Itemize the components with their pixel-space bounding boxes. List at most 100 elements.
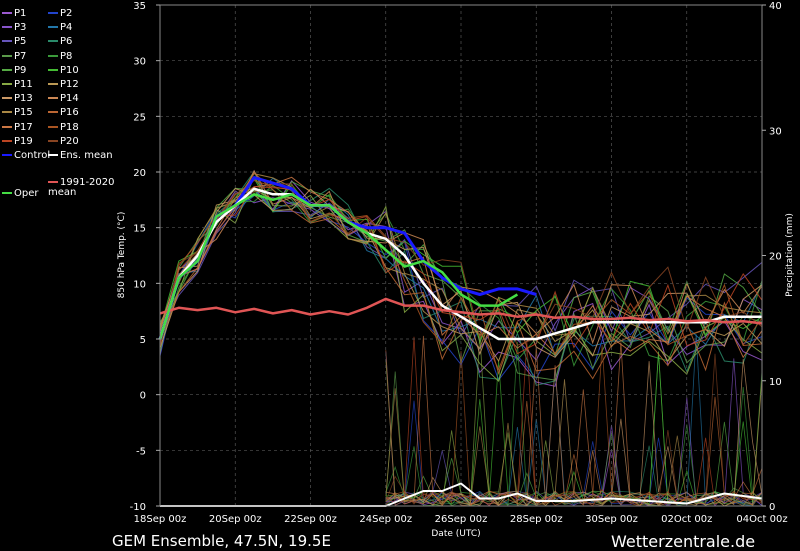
legend-swatch [2, 68, 12, 71]
legend-swatch [48, 26, 58, 29]
legend-label: P19 [14, 135, 33, 147]
y-tick-label: 15 [133, 224, 146, 235]
legend-swatch [2, 40, 12, 43]
y-tick-label: 0 [140, 391, 146, 402]
y-axis-title: 850 hPa Temp. (°C) [117, 212, 127, 299]
legend-item: P8 [48, 51, 72, 63]
legend-item: P3 [2, 22, 26, 34]
legend-swatch [2, 26, 12, 29]
1991-2020-mean-line [159, 297, 763, 325]
legend-label: P17 [14, 121, 33, 133]
y-tick-label: 35 [133, 1, 146, 12]
member-temp-line [159, 189, 763, 363]
member-precip-line [385, 335, 763, 507]
y-tick-label: 30 [133, 57, 146, 68]
legend-label: 1991-2020 mean [48, 177, 115, 198]
y-tick-label: -10 [130, 502, 146, 513]
x-tick-label: 26Sep 00z [435, 514, 488, 525]
legend-item: P1 [2, 8, 26, 20]
legend-item: P16 [48, 107, 79, 119]
legend-swatch [48, 97, 58, 100]
legend-swatch [48, 83, 58, 85]
legend-item: P13 [2, 93, 33, 105]
legend-swatch [48, 54, 58, 57]
legend-item: P19 [2, 136, 33, 148]
legend-item: P20 [48, 136, 79, 148]
member-precip-line [385, 351, 763, 506]
x-tick-label: 24Sep 00z [359, 514, 412, 525]
y-tick-label: 20 [133, 168, 146, 179]
member-precip-line [385, 336, 763, 507]
legend-item: P4 [48, 22, 72, 34]
legend-item: P15 [2, 107, 33, 119]
oper-line [158, 193, 519, 340]
legend-label: P3 [14, 22, 27, 34]
legend-item: P7 [2, 51, 26, 63]
x-axis-title: Date (UTC) [431, 529, 480, 539]
x-tick-label: 30Sep 00z [585, 514, 638, 525]
legend-swatch [2, 12, 12, 14]
legend-swatch [2, 125, 12, 128]
legend-item: Control [2, 150, 50, 162]
legend-label: P4 [60, 22, 73, 34]
legend-item: P2 [48, 8, 72, 20]
legend-item: P18 [48, 122, 79, 134]
legend-swatch [2, 192, 12, 194]
legend-item: P14 [48, 93, 79, 105]
legend-swatch [2, 111, 12, 114]
legend-label: P16 [60, 107, 79, 119]
site-label: Wetterzentrale.de [611, 532, 756, 551]
legend-label: P15 [14, 107, 33, 119]
legend-item: P9 [2, 65, 26, 77]
y2-axis-title: Precipitation (mm) [785, 213, 795, 297]
y-tick-label: 5 [140, 335, 146, 346]
y-tick-label: -5 [136, 446, 146, 457]
legend-swatch [2, 83, 12, 85]
legend-label: P20 [60, 135, 79, 147]
ens-mean-line [158, 187, 762, 341]
legend-item: 1991-2020 mean [48, 178, 120, 198]
legend-label: Ens. mean [60, 150, 113, 161]
model-label: GEM Ensemble, 47.5N, 19.5E [112, 532, 331, 550]
legend-item: P11 [2, 79, 33, 91]
legend-swatch [48, 40, 58, 43]
legend-item: P6 [48, 36, 72, 48]
legend-item: P10 [48, 65, 79, 77]
y-tick-label: 25 [133, 112, 146, 123]
x-tick-label: 22Sep 00z [284, 514, 337, 525]
legend-swatch [48, 12, 58, 14]
legend-label: P2 [60, 8, 73, 19]
legend-swatch [48, 154, 58, 156]
legend-item: Oper [2, 188, 38, 200]
y2-tick-label: 20 [769, 252, 782, 263]
legend-label: P6 [60, 36, 73, 48]
legend-swatch [48, 68, 58, 71]
member-temp-line [159, 179, 763, 371]
x-tick-label: 28Sep 00z [510, 514, 563, 525]
legend-swatch [48, 111, 58, 114]
x-tick-label: 20Sep 00z [209, 514, 262, 525]
legend-swatch [2, 54, 12, 57]
legend-swatch [48, 181, 58, 183]
legend-label: P18 [60, 121, 79, 133]
legend-swatch [2, 97, 12, 100]
y2-tick-label: 10 [769, 377, 782, 388]
legend-item: Ens. mean [48, 150, 113, 162]
legend-item: P5 [2, 36, 26, 48]
legend-label: P1 [14, 8, 27, 19]
y-tick-label: 10 [133, 279, 146, 290]
legend-label: P14 [60, 93, 79, 105]
legend: P1 P2 P3 P4 P5 P6 P7 P8 P9 P10 P11 P12 P13 P14 P15 P16 P… [0, 0, 120, 210]
y2-tick-label: 30 [769, 126, 782, 137]
legend-label: P11 [14, 79, 33, 90]
legend-swatch [48, 139, 58, 142]
y2-tick-label: 40 [769, 1, 782, 12]
legend-label: P12 [60, 79, 79, 90]
y2-tick-label: 0 [769, 502, 775, 513]
legend-label: P9 [14, 64, 27, 76]
legend-swatch [48, 125, 58, 128]
legend-label: Control [14, 150, 51, 161]
legend-item: P12 [48, 79, 79, 91]
x-tick-label: 02Oct 00z [661, 514, 712, 525]
